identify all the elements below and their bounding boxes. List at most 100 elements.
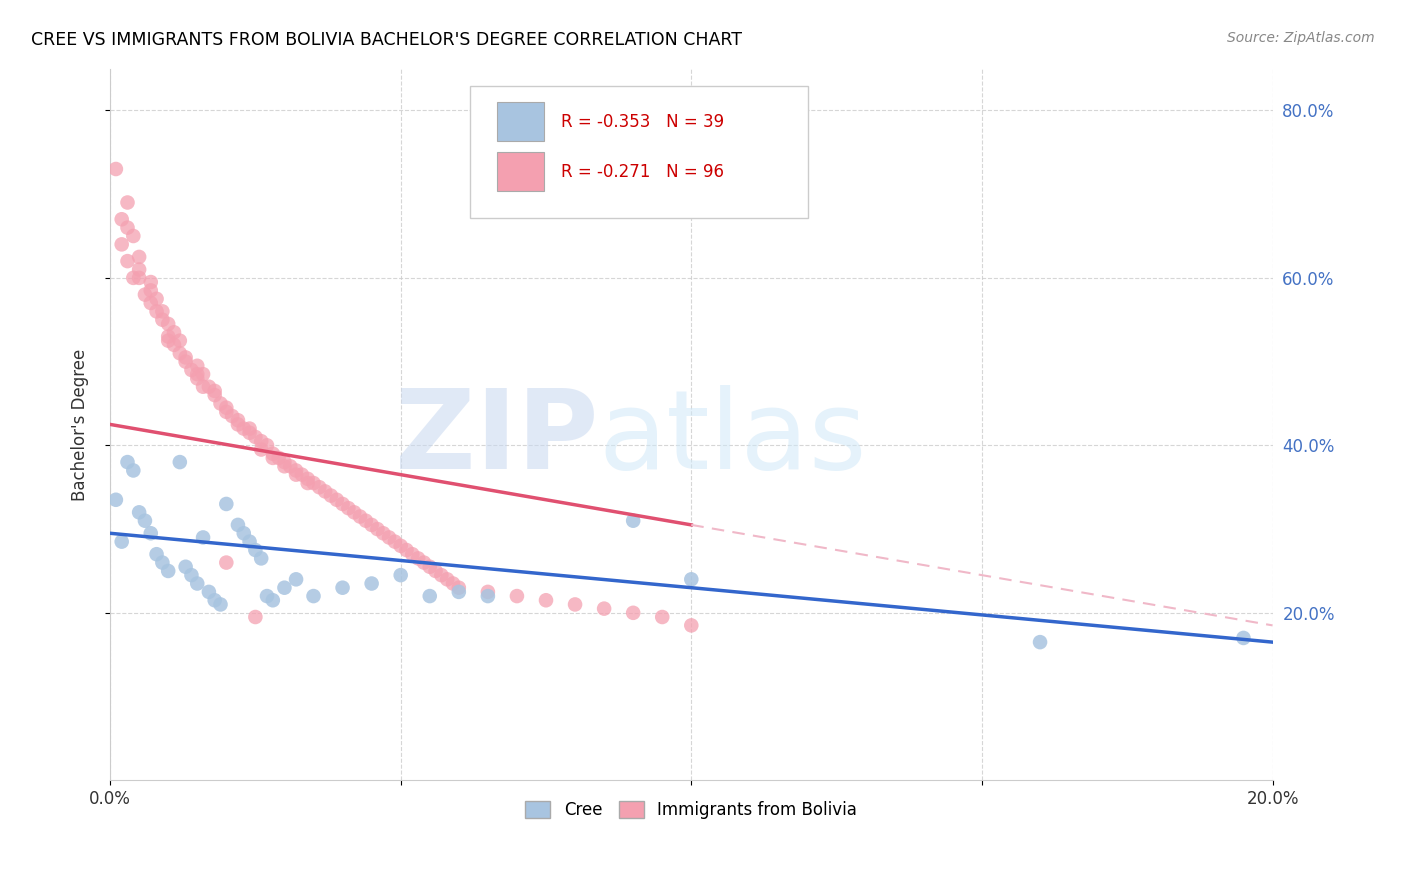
Point: [157, 564, 180, 578]
Point: [273, 581, 295, 595]
Point: [239, 425, 262, 440]
Point: [215, 401, 238, 415]
Point: [349, 509, 371, 524]
FancyBboxPatch shape: [498, 153, 544, 191]
Point: [134, 287, 156, 301]
Point: [157, 329, 180, 343]
Point: [285, 572, 308, 586]
Point: [174, 559, 197, 574]
Point: [117, 195, 139, 210]
Point: [337, 501, 360, 516]
Point: [239, 534, 262, 549]
Point: [621, 606, 644, 620]
Point: [477, 585, 499, 599]
Point: [111, 212, 134, 227]
Point: [111, 237, 134, 252]
Point: [395, 543, 418, 558]
Point: [232, 526, 254, 541]
Point: [401, 547, 423, 561]
Point: [343, 505, 366, 519]
Legend: Cree, Immigrants from Bolivia: Cree, Immigrants from Bolivia: [519, 794, 863, 825]
Text: R = -0.353   N = 39: R = -0.353 N = 39: [561, 113, 724, 131]
Point: [447, 581, 470, 595]
Point: [425, 564, 447, 578]
Point: [245, 430, 267, 444]
Point: [302, 476, 325, 491]
Point: [651, 610, 673, 624]
Point: [419, 589, 441, 603]
Point: [186, 371, 208, 385]
Point: [198, 380, 221, 394]
Point: [506, 589, 529, 603]
Point: [245, 543, 267, 558]
Point: [250, 442, 273, 457]
Point: [384, 534, 406, 549]
Point: [360, 576, 382, 591]
Point: [104, 161, 127, 176]
Point: [267, 450, 290, 465]
Point: [128, 271, 150, 285]
Point: [477, 589, 499, 603]
Point: [593, 601, 616, 615]
Point: [430, 568, 453, 582]
Point: [150, 312, 173, 326]
Point: [145, 547, 167, 561]
Point: [319, 489, 342, 503]
Point: [681, 618, 703, 632]
Point: [117, 455, 139, 469]
Point: [250, 434, 273, 449]
Point: [297, 472, 319, 486]
Point: [204, 384, 226, 398]
Point: [373, 526, 395, 541]
Point: [145, 304, 167, 318]
Point: [180, 568, 202, 582]
Point: [163, 326, 186, 340]
Point: [256, 438, 278, 452]
Point: [186, 359, 208, 373]
Point: [122, 271, 145, 285]
Point: [419, 559, 441, 574]
Point: [245, 610, 267, 624]
Point: [250, 551, 273, 566]
Point: [191, 367, 214, 381]
Point: [232, 421, 254, 435]
FancyBboxPatch shape: [471, 87, 807, 218]
Point: [285, 467, 308, 482]
Y-axis label: Bachelor's Degree: Bachelor's Degree: [72, 348, 89, 500]
Point: [139, 526, 162, 541]
Point: [169, 334, 191, 348]
Point: [198, 585, 221, 599]
Point: [122, 463, 145, 477]
Point: [204, 388, 226, 402]
Point: [226, 417, 249, 432]
Point: [145, 292, 167, 306]
Point: [273, 459, 295, 474]
Point: [117, 254, 139, 268]
Point: [157, 334, 180, 348]
Point: [180, 363, 202, 377]
Point: [302, 589, 325, 603]
Point: [273, 455, 295, 469]
Point: [291, 467, 314, 482]
Point: [215, 556, 238, 570]
Text: atlas: atlas: [599, 385, 868, 492]
Point: [128, 262, 150, 277]
Point: [174, 354, 197, 368]
Point: [308, 480, 330, 494]
Point: [534, 593, 557, 607]
Point: [278, 459, 301, 474]
Point: [150, 556, 173, 570]
Point: [436, 572, 458, 586]
Point: [621, 514, 644, 528]
Point: [262, 593, 284, 607]
Text: R = -0.271   N = 96: R = -0.271 N = 96: [561, 162, 724, 181]
Point: [186, 367, 208, 381]
Point: [354, 514, 377, 528]
Point: [150, 304, 173, 318]
Point: [226, 517, 249, 532]
Point: [215, 405, 238, 419]
Point: [262, 450, 284, 465]
Point: [122, 229, 145, 244]
Point: [191, 380, 214, 394]
Point: [366, 522, 388, 536]
